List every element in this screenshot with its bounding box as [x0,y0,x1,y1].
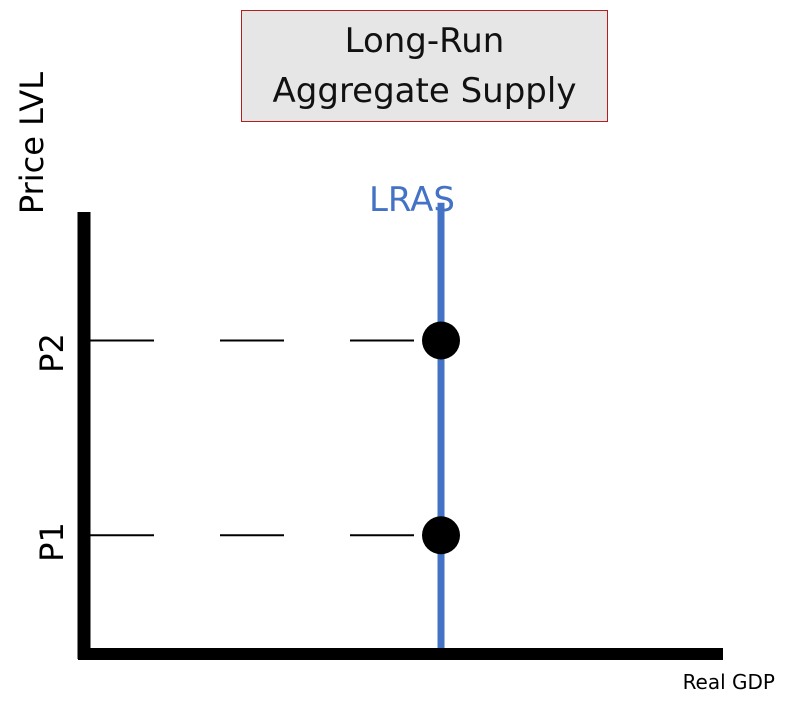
dashed-guides [90,339,423,537]
chart-title-line-1: Long-Run [344,21,505,61]
point-label-p1: P1 [33,522,71,562]
chart-title-line-2: Aggregate Supply [272,71,577,111]
x-axis-label: Real GDP [682,670,775,694]
point-p1 [422,516,460,555]
points-layer [422,321,460,555]
y-axis-label: Price LVL [13,71,51,215]
series-label-lras: LRAS [369,180,455,220]
point-p2 [422,321,460,360]
point-label-p2: P2 [33,333,71,373]
chart-title-box: Long-Run Aggregate Supply [241,10,608,122]
axes [77,212,723,660]
chart-title: Long-Run Aggregate Supply [273,16,577,116]
